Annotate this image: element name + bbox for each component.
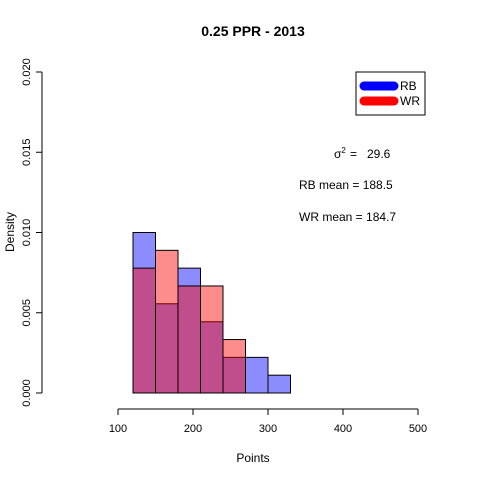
bar-wr-2 [177,285,201,394]
bar-rb-5 [245,356,269,394]
bar-wr-0 [132,267,156,394]
variance-value: 29.6 [367,147,391,161]
variance-equals: = [350,147,357,161]
plot-area [132,232,291,394]
legend-box [355,71,426,116]
variance-annotation: σ2 = 29.6 [334,146,391,161]
y-tick-label: 0.000 [21,379,33,407]
bar-wr-4 [222,339,246,394]
bar-wr-1 [155,249,179,394]
variance-sigma: σ [334,147,342,161]
bar-wr-3 [200,285,224,394]
y-tick-label: 0.005 [21,299,33,327]
y-tick-label: 0.020 [21,58,33,86]
x-tick-label: 300 [259,423,277,435]
chart-title: 0.25 PPR - 2013 [201,23,305,39]
rb-mean-annotation: RB mean = 188.5 [299,178,393,192]
x-tick-label: 500 [409,423,427,435]
variance-symbol: σ2 [334,146,346,161]
y-tick-label: 0.015 [21,138,33,166]
x-tick-label: 100 [109,423,127,435]
x-axis: 100 200 300 400 500 [109,408,427,435]
variance-sup: 2 [341,146,346,155]
x-tick-label: 400 [334,423,352,435]
x-axis-label: Points [236,451,269,465]
bar-rb-6 [267,374,291,394]
legend-label-wr: WR [400,94,420,108]
legend-label-rb: RB [400,79,417,93]
legend: RB WR [355,71,426,116]
x-tick-label: 200 [184,423,202,435]
y-axis: 0.000 0.005 0.010 0.015 0.020 [21,58,43,407]
wr-mean-annotation: WR mean = 184.7 [299,210,396,224]
y-tick-label: 0.010 [21,219,33,247]
y-axis-label: Density [3,212,17,252]
